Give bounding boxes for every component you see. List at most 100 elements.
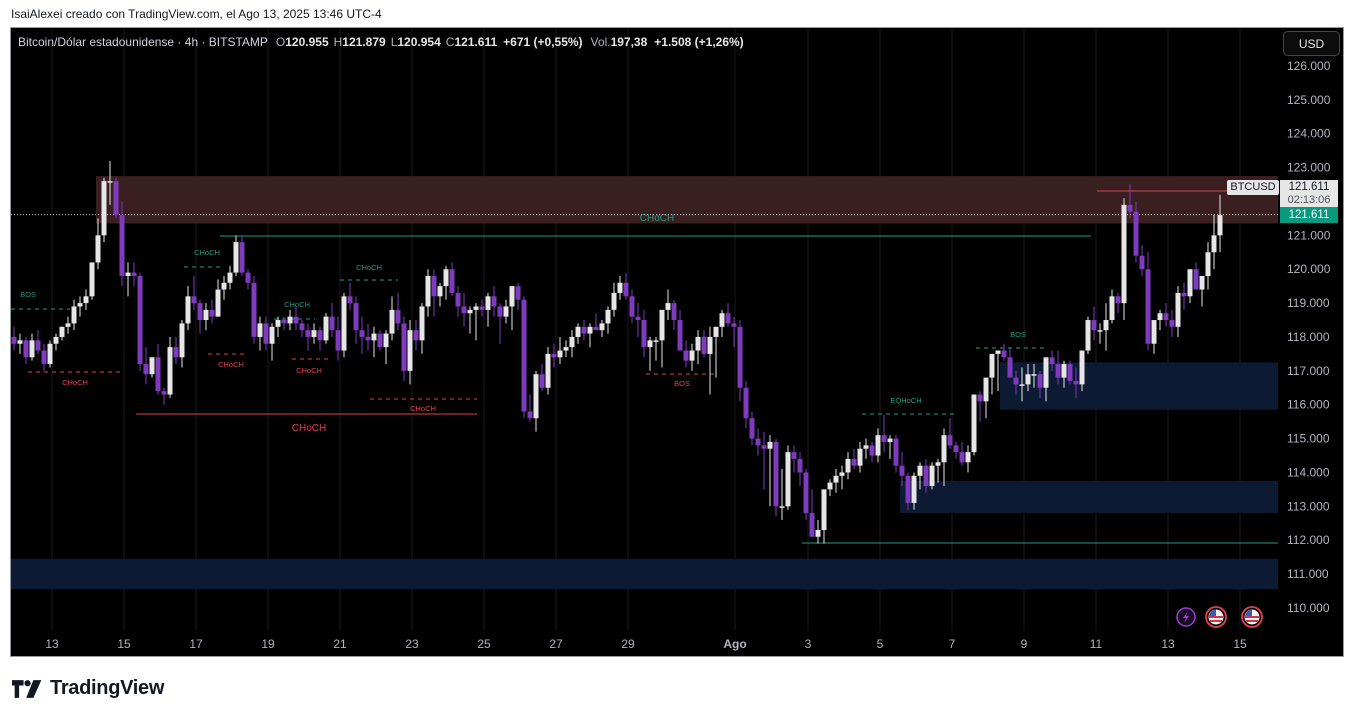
candle-body [281, 320, 287, 324]
candle-body [899, 465, 905, 476]
candle-body [35, 340, 41, 351]
candle-body [581, 326, 587, 334]
candle-body [173, 347, 179, 358]
us-flag-icon[interactable] [1205, 606, 1227, 628]
time-axis-label: 9 [1021, 637, 1028, 651]
high-value: 121.879 [342, 35, 386, 49]
candle-body [725, 313, 731, 324]
candle-body [59, 326, 65, 337]
candle-body [299, 323, 305, 331]
candle-body [665, 303, 671, 310]
candle-body [257, 323, 263, 337]
candle-body [521, 299, 527, 412]
candle-body [1013, 377, 1019, 385]
candle-body [545, 353, 551, 388]
tradingview-logo[interactable]: TradingView [12, 677, 164, 700]
us-flag-icon[interactable] [1241, 606, 1263, 628]
candle-body [713, 326, 719, 337]
candle-body [677, 320, 683, 351]
last-price-value: 121.611 [1288, 181, 1330, 193]
candle-body [923, 465, 929, 486]
time-axis-label: 15 [117, 637, 131, 651]
candle-body [815, 530, 821, 537]
price-axis-label: 110.000 [1287, 601, 1330, 615]
candle-body [191, 296, 197, 304]
candle-body [947, 435, 953, 446]
close-label: C [445, 35, 455, 49]
candle-body [575, 326, 581, 337]
candle-body [227, 272, 233, 283]
candle-body [1199, 275, 1205, 290]
candle-body [977, 394, 983, 402]
candle-body [377, 333, 383, 348]
candle-body [497, 306, 503, 317]
candle-body [137, 275, 143, 365]
candle-body [887, 438, 893, 442]
candle-body [803, 472, 809, 514]
candle-body [755, 438, 761, 446]
price-axis-label: 113.000 [1287, 499, 1330, 513]
candle-body [635, 316, 641, 321]
candle-body [773, 441, 779, 507]
time-axis-label: 23 [405, 637, 419, 651]
candle-body [395, 309, 401, 324]
symbol-price-label: BTCUSD [1227, 180, 1279, 195]
candle-body [1103, 320, 1109, 331]
candle-body [743, 387, 749, 419]
candle-body [941, 435, 947, 463]
candle-body [389, 309, 395, 334]
symbol-name[interactable]: Bitcoin/Dólar estadounidense · 4h · BITS… [18, 35, 268, 49]
candle-body [833, 475, 839, 483]
candle-body [749, 418, 755, 439]
price-axis-label: 114.000 [1287, 465, 1330, 479]
candle-body [881, 435, 887, 442]
candle-body [653, 340, 659, 342]
price-axis-label: 124.000 [1287, 127, 1331, 141]
chart-frame[interactable] [10, 27, 1344, 657]
time-axis-label: 25 [477, 637, 491, 651]
candle-body [17, 340, 23, 344]
candle-body [365, 336, 371, 341]
candle-body [1085, 320, 1091, 351]
lightning-icon[interactable] [1176, 607, 1196, 627]
countdown-timer: 02:13:06 [1287, 194, 1331, 206]
candle-body [557, 350, 563, 358]
currency-button[interactable]: USD [1283, 31, 1340, 56]
supply-zone [96, 176, 1278, 224]
candle-body [959, 452, 965, 463]
candle-body [563, 347, 569, 351]
candle-body [197, 303, 203, 321]
candle-body [1073, 380, 1079, 385]
candle-body [1175, 292, 1181, 327]
candle-body [875, 435, 881, 456]
price-axis-label: 120.000 [1287, 262, 1331, 276]
candle-body [533, 374, 539, 419]
candle-body [911, 475, 917, 503]
volume-value: 197,38 [610, 35, 648, 49]
candle-body [275, 320, 281, 327]
candle-body [437, 286, 443, 297]
candle-body [329, 316, 335, 331]
candle-body [737, 326, 743, 388]
candle-body [701, 336, 707, 354]
candle-body [341, 296, 347, 351]
candle-body [233, 242, 239, 273]
candle-body [1115, 296, 1121, 304]
price-axis-label: 118.000 [1287, 330, 1330, 344]
candle-body [65, 323, 71, 327]
candle-body [1151, 320, 1157, 344]
plot-area[interactable]: BOSCHoCHCHoCHCHoCHCHoCHCHoCHCHoCHCHoCHCH… [11, 28, 1278, 630]
candle-body [569, 336, 575, 348]
candle-body [479, 306, 485, 310]
time-axis-label: 11 [1090, 637, 1103, 651]
candle-body [761, 445, 767, 449]
candle-body [449, 269, 455, 293]
price-axis-label: 123.000 [1287, 161, 1331, 175]
candle-body [623, 282, 629, 297]
candle-body [1037, 374, 1043, 388]
candle-body [71, 306, 77, 324]
chart-credit: IsaiAlexei creado con TradingView.com, e… [11, 7, 382, 21]
candle-body [1181, 292, 1187, 297]
candle-body [89, 262, 95, 297]
